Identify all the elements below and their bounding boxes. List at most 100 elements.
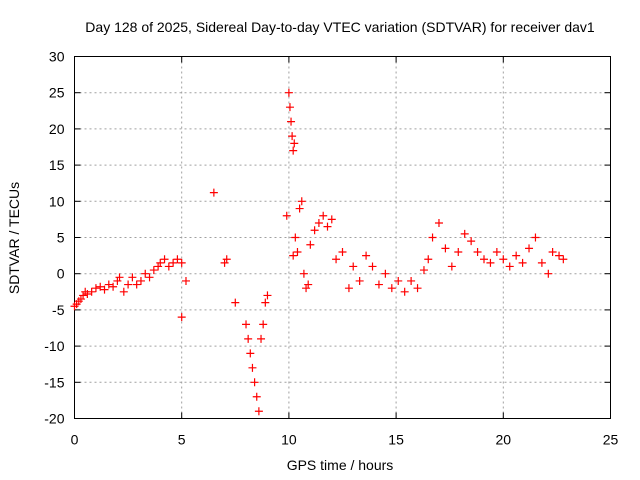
data-point bbox=[164, 262, 173, 271]
data-point bbox=[537, 258, 546, 267]
data-point bbox=[250, 378, 259, 387]
data-point bbox=[505, 262, 514, 271]
data-point bbox=[531, 233, 540, 242]
data-point bbox=[169, 258, 178, 267]
data-point bbox=[400, 287, 409, 296]
data-point bbox=[419, 266, 428, 275]
data-point bbox=[289, 251, 298, 260]
data-point bbox=[559, 255, 568, 264]
data-point bbox=[173, 255, 182, 264]
y-tick-label: 20 bbox=[49, 121, 65, 137]
data-point bbox=[259, 320, 268, 329]
data-point bbox=[100, 285, 109, 294]
data-point bbox=[136, 276, 145, 285]
data-point bbox=[209, 188, 218, 197]
x-tick-label: 5 bbox=[178, 432, 186, 448]
data-point bbox=[355, 276, 364, 285]
data-point bbox=[285, 103, 294, 112]
data-point bbox=[76, 295, 85, 304]
data-point bbox=[222, 255, 231, 264]
data-point bbox=[113, 276, 122, 285]
data-point bbox=[525, 244, 534, 253]
data-point bbox=[293, 247, 302, 256]
data-points bbox=[70, 88, 568, 416]
chart-title: Day 128 of 2025, Sidereal Day-to-day VTE… bbox=[85, 19, 595, 35]
y-tick-label: 0 bbox=[57, 266, 65, 282]
y-tick-label: 5 bbox=[57, 230, 65, 246]
data-point bbox=[128, 273, 137, 282]
data-point bbox=[295, 204, 304, 213]
data-point bbox=[413, 284, 422, 293]
y-tick-label: -15 bbox=[44, 374, 64, 390]
data-point bbox=[252, 392, 261, 401]
data-point bbox=[362, 251, 371, 260]
y-tick-label: 10 bbox=[49, 193, 65, 209]
data-point bbox=[248, 363, 257, 372]
data-point bbox=[338, 247, 347, 256]
data-point bbox=[156, 258, 165, 267]
data-point bbox=[407, 276, 416, 285]
data-point bbox=[297, 197, 306, 206]
data-point bbox=[83, 289, 92, 298]
data-point bbox=[327, 215, 336, 224]
x-tick-label: 10 bbox=[281, 432, 297, 448]
data-point bbox=[220, 258, 229, 267]
x-tick-labels: 0 5 10 15 20 25 bbox=[71, 432, 619, 448]
data-point bbox=[91, 284, 100, 293]
data-point bbox=[284, 88, 293, 97]
data-point bbox=[160, 255, 169, 264]
data-point bbox=[381, 269, 390, 278]
data-point bbox=[246, 349, 255, 358]
data-point bbox=[261, 298, 270, 307]
data-point bbox=[555, 251, 564, 260]
data-point bbox=[512, 251, 521, 260]
x-tick-label: 0 bbox=[71, 432, 79, 448]
data-point bbox=[428, 233, 437, 242]
data-point bbox=[96, 282, 105, 291]
axis-ticks bbox=[74, 56, 611, 419]
data-point bbox=[460, 229, 469, 238]
data-point bbox=[499, 255, 508, 264]
data-point bbox=[104, 280, 113, 289]
data-point bbox=[181, 276, 190, 285]
data-point bbox=[87, 287, 96, 296]
x-tick-label: 20 bbox=[496, 432, 512, 448]
y-tick-label: -5 bbox=[52, 302, 65, 318]
x-tick-label: 15 bbox=[388, 432, 404, 448]
data-point bbox=[394, 276, 403, 285]
data-point bbox=[368, 262, 377, 271]
y-tick-label: -20 bbox=[44, 411, 64, 427]
data-point bbox=[344, 284, 353, 293]
data-point bbox=[480, 255, 489, 264]
y-tick-label: 25 bbox=[49, 85, 65, 101]
data-point bbox=[263, 291, 272, 300]
y-tick-labels: -20 -15 -10 -5 0 5 10 15 20 25 30 bbox=[44, 49, 64, 427]
data-point bbox=[177, 313, 186, 322]
data-point bbox=[486, 258, 495, 267]
data-point bbox=[323, 222, 332, 231]
data-point bbox=[115, 273, 124, 282]
data-point bbox=[434, 219, 443, 228]
data-point bbox=[119, 287, 128, 296]
data-point bbox=[548, 247, 557, 256]
data-point bbox=[244, 334, 253, 343]
data-point bbox=[349, 262, 358, 271]
data-point bbox=[242, 320, 251, 329]
data-point bbox=[319, 211, 328, 220]
data-point bbox=[288, 132, 297, 141]
data-point bbox=[231, 298, 240, 307]
y-tick-label: -10 bbox=[44, 338, 64, 354]
data-point bbox=[473, 247, 482, 256]
data-point bbox=[290, 139, 299, 148]
data-point bbox=[387, 284, 396, 293]
data-point bbox=[282, 211, 291, 220]
data-point bbox=[302, 284, 311, 293]
data-point bbox=[149, 266, 158, 275]
data-point bbox=[304, 280, 313, 289]
data-point bbox=[79, 291, 88, 300]
data-point bbox=[467, 237, 476, 246]
data-point bbox=[287, 117, 296, 126]
data-point bbox=[291, 233, 300, 242]
data-point bbox=[109, 282, 118, 291]
